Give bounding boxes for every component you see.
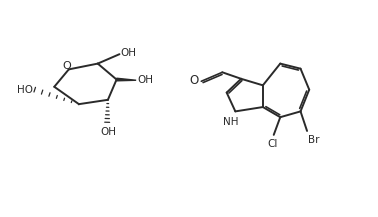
Text: OH: OH — [121, 48, 136, 58]
Text: Br: Br — [308, 135, 319, 145]
Text: OH: OH — [100, 127, 116, 137]
Text: HO: HO — [17, 85, 33, 95]
Polygon shape — [116, 78, 136, 81]
Text: O: O — [62, 61, 71, 71]
Text: Cl: Cl — [268, 139, 278, 149]
Text: NH: NH — [223, 117, 239, 127]
Text: O: O — [189, 74, 198, 87]
Text: OH: OH — [138, 75, 153, 85]
